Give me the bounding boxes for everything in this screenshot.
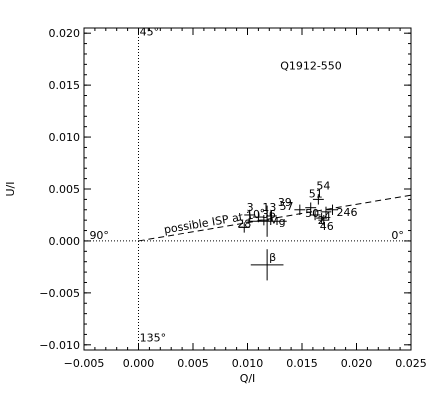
x-tick-label-1: 0.000 (123, 357, 155, 370)
y-axis: −0.010 −0.005 0.000 0.005 0.010 0.015 0.020 (39, 27, 411, 352)
angle-label-3: 135° (140, 332, 167, 345)
point-label-14: β (269, 251, 276, 264)
y-tick-label-6: 0.020 (49, 27, 81, 40)
isp-dashed-line (138, 194, 412, 242)
x-tick-label-6: 0.025 (395, 357, 427, 370)
plot-frame (83, 27, 412, 351)
point-label-7: 51 (309, 188, 323, 201)
angle-label-1: 90° (89, 229, 109, 242)
angle-label-0: 45° (140, 25, 160, 38)
x-axis-label: Q/I (240, 372, 256, 385)
y-tick-label-2: 0.000 (49, 235, 81, 248)
y-tick-label-3: 0.005 (49, 183, 81, 196)
data-points (238, 194, 338, 281)
point-label-0: 28 (237, 217, 251, 230)
y-tick-label-4: 0.010 (49, 131, 81, 144)
x-tick-label-2: 0.005 (177, 357, 209, 370)
point-label-11: 4 (324, 210, 331, 223)
y-tick-label-1: −0.005 (39, 287, 80, 300)
x-tick-label-0: −0.005 (64, 357, 105, 370)
point-label-6: 39 (278, 196, 292, 209)
x-tick-label-5: 0.020 (341, 357, 373, 370)
y-tick-label-0: −0.010 (39, 339, 80, 352)
x-tick-label-4: 0.015 (286, 357, 318, 370)
y-tick-label-5: 0.015 (49, 79, 81, 92)
x-axis: −0.005 0.000 0.005 0.010 0.015 0.020 0.025 (64, 28, 427, 370)
guide-lines (84, 28, 411, 350)
point-label-8: 54 (316, 179, 330, 192)
point-label-10: 2 (318, 214, 325, 227)
point-label-2: 13 (262, 201, 276, 214)
point-label-4: 57 (279, 200, 293, 213)
chart-title: Q1912-550 (280, 60, 342, 73)
point-label-9: 50 (305, 207, 319, 220)
x-tick-label-3: 0.010 (232, 357, 264, 370)
y-axis-label: U/I (4, 181, 17, 196)
angle-labels: 45° 90° 0° 135° (89, 25, 403, 344)
point-label-1: 3 (247, 201, 254, 214)
point-label-5: Mg (269, 215, 285, 228)
angle-label-2: 0° (391, 229, 404, 242)
point-label-13: 246 (337, 206, 358, 219)
point-label-12: 46 (320, 220, 334, 233)
point-label-3: 36 (262, 208, 276, 221)
